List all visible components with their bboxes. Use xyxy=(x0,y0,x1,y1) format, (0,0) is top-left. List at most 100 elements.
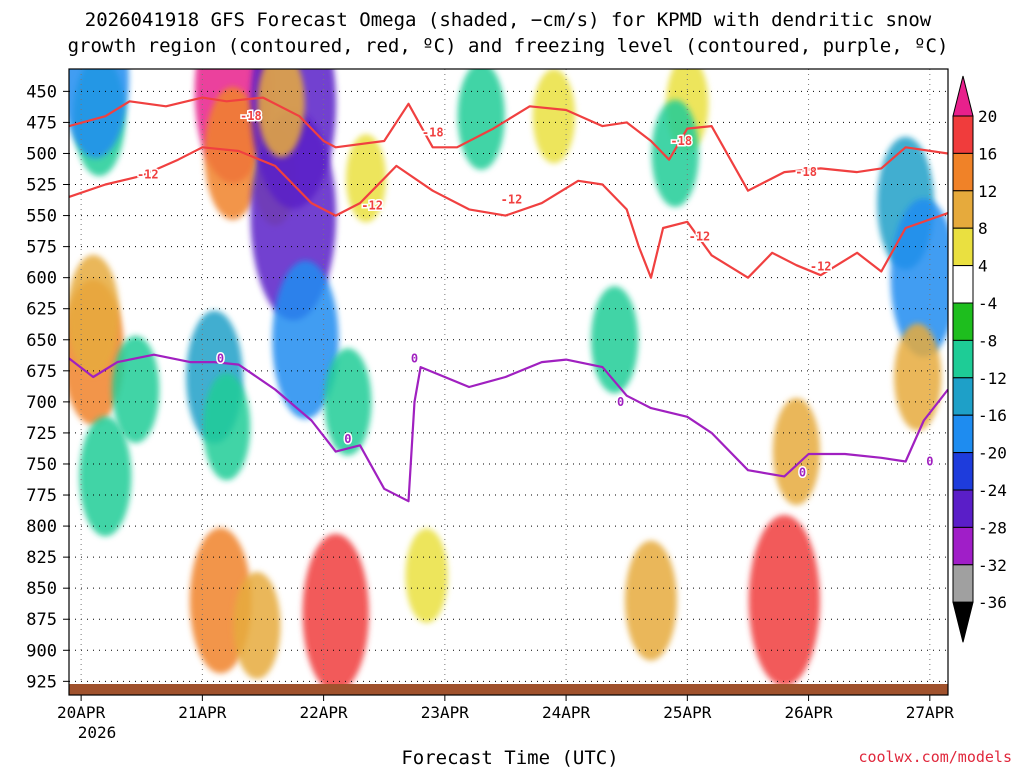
y-tick-label-18: 900 xyxy=(26,641,57,661)
x-tick-label-0: 20APR xyxy=(57,703,106,722)
y-tick-label-5: 575 xyxy=(26,238,57,258)
colorbar-top-arrow xyxy=(952,75,974,117)
colorbar-bottom-arrow xyxy=(952,601,974,643)
colorbar: 20 16 12 8 4 -4 -8 -12 -16 -20 -24 -28 -32 -36 xyxy=(952,75,1007,643)
x-tick-label-5: 25APR xyxy=(663,703,712,722)
omega-cell-11 xyxy=(233,571,281,680)
contour-label-5: -12 xyxy=(361,199,383,213)
colorbar-label-3: 8 xyxy=(978,219,988,238)
omega-cell-20 xyxy=(405,528,448,623)
y-tick-label-15: 825 xyxy=(26,548,57,568)
contour-line-1 xyxy=(69,146,948,279)
y-tick-label-10: 700 xyxy=(26,393,57,413)
contour-label-7: -12 xyxy=(689,230,711,244)
x-axis-year: 2026 xyxy=(78,723,117,742)
colorbar-swatch-8 xyxy=(952,414,974,454)
contour-label-9: 0 xyxy=(217,351,224,365)
y-tick-label-9: 675 xyxy=(26,362,57,382)
chart-title-line2: growth region (contoured, red, ºC) and f… xyxy=(68,35,949,57)
x-tick-label-3: 23APR xyxy=(421,703,470,722)
omega-cell-9 xyxy=(203,373,251,481)
y-tick-label-12: 750 xyxy=(26,455,57,475)
credit-text: coolwx.com/models xyxy=(858,748,1012,766)
colorbar-swatch-12 xyxy=(952,564,974,603)
omega-cell-7 xyxy=(204,87,262,220)
omega-cell-28 xyxy=(890,198,948,357)
colorbar-swatch-5 xyxy=(952,302,974,341)
omega-cell-5 xyxy=(112,335,160,444)
y-tick-label-0: 450 xyxy=(26,82,57,102)
x-tick-label-6: 26APR xyxy=(784,703,833,722)
colorbar-label-10: -24 xyxy=(978,481,1007,500)
y-tick-label-19: 925 xyxy=(26,672,57,692)
contour-label-13: 0 xyxy=(799,466,806,480)
colorbar-swatch-1 xyxy=(952,152,974,192)
colorbar-label-11: -28 xyxy=(978,518,1007,537)
x-tick-label-2: 22APR xyxy=(300,703,349,722)
colorbar-label-9: -20 xyxy=(978,444,1007,463)
x-axis: 20APR 21APR 22APR 23APR 24APR 25APR 26APR 27APR xyxy=(57,695,954,722)
colorbar-label-13: -36 xyxy=(978,593,1007,612)
y-tick-label-16: 850 xyxy=(26,579,57,599)
y-tick-label-2: 500 xyxy=(26,144,57,164)
y-axis: 450 475 500 525 550 575 600 625 650 675 700 725 750 7… xyxy=(26,82,69,692)
contour-label-3: -18 xyxy=(795,165,817,179)
plot-frame xyxy=(68,68,949,696)
omega-cell-24 xyxy=(624,540,677,661)
colorbar-label-2: 12 xyxy=(978,182,997,201)
x-tick-label-4: 24APR xyxy=(542,703,591,722)
colorbar-label-6: -8 xyxy=(978,331,997,350)
colorbar-swatch-10 xyxy=(952,489,974,528)
y-tick-label-17: 875 xyxy=(26,610,57,630)
y-tick-label-8: 650 xyxy=(26,331,57,351)
contour-label-11: 0 xyxy=(411,351,418,365)
contour-label-2: -18 xyxy=(670,134,692,148)
contour-lines xyxy=(69,96,948,503)
colorbar-label-12: -32 xyxy=(978,556,1007,575)
terrain-ground xyxy=(69,684,948,695)
grid-lines xyxy=(69,69,948,695)
omega-cell-4 xyxy=(79,416,132,537)
y-tick-label-3: 525 xyxy=(26,176,57,196)
contour-label-1: -18 xyxy=(422,125,444,139)
omega-cell-1 xyxy=(69,254,120,375)
omega-cell-26 xyxy=(772,397,821,506)
contour-label-8: -12 xyxy=(810,259,832,273)
y-tick-label-1: 475 xyxy=(26,113,57,133)
colorbar-label-7: -12 xyxy=(978,369,1007,388)
contour-labels: -18 -18 -18 -18 -12 -12 -12 -12 -12 0 0 0 0 0 0 xyxy=(135,108,934,481)
colorbar-label-4: 4 xyxy=(978,257,988,276)
y-tick-label-7: 625 xyxy=(26,300,57,320)
omega-cell-22 xyxy=(532,69,576,164)
colorbar-swatch-11 xyxy=(952,526,974,566)
colorbar-swatch-3 xyxy=(952,227,974,267)
colorbar-swatch-2 xyxy=(952,190,974,229)
contour-line-2 xyxy=(69,353,948,503)
contour-label-6: -12 xyxy=(501,192,523,206)
colorbar-swatch-4 xyxy=(952,265,974,304)
x-tick-label-7: 27APR xyxy=(906,703,955,722)
contour-line-0 xyxy=(69,96,948,192)
contour-label-0: -18 xyxy=(240,109,262,123)
y-tick-label-14: 800 xyxy=(26,517,57,537)
contour-label-14: 0 xyxy=(926,454,933,468)
y-tick-label-6: 600 xyxy=(26,269,57,289)
colorbar-swatch-6 xyxy=(952,339,974,379)
colorbar-swatch-9 xyxy=(952,452,974,491)
chart-title-line1: 2026041918 GFS Forecast Omega (shaded, −… xyxy=(85,9,932,31)
colorbar-swatch-7 xyxy=(952,377,974,416)
y-tick-label-13: 775 xyxy=(26,486,57,506)
contour-label-12: 0 xyxy=(617,395,624,409)
omega-cell-18 xyxy=(324,348,372,456)
y-tick-label-4: 550 xyxy=(26,207,57,227)
colorbar-swatch-0 xyxy=(952,115,974,154)
y-tick-label-11: 725 xyxy=(26,424,57,444)
omega-cell-21 xyxy=(457,69,505,170)
x-axis-title: Forecast Time (UTC) xyxy=(401,747,618,768)
colorbar-label-0: 20 xyxy=(978,107,997,126)
omega-cell-23 xyxy=(590,286,639,394)
colorbar-label-8: -16 xyxy=(978,406,1007,425)
omega-cell-15 xyxy=(257,69,305,158)
omega-cell-16 xyxy=(272,260,339,419)
